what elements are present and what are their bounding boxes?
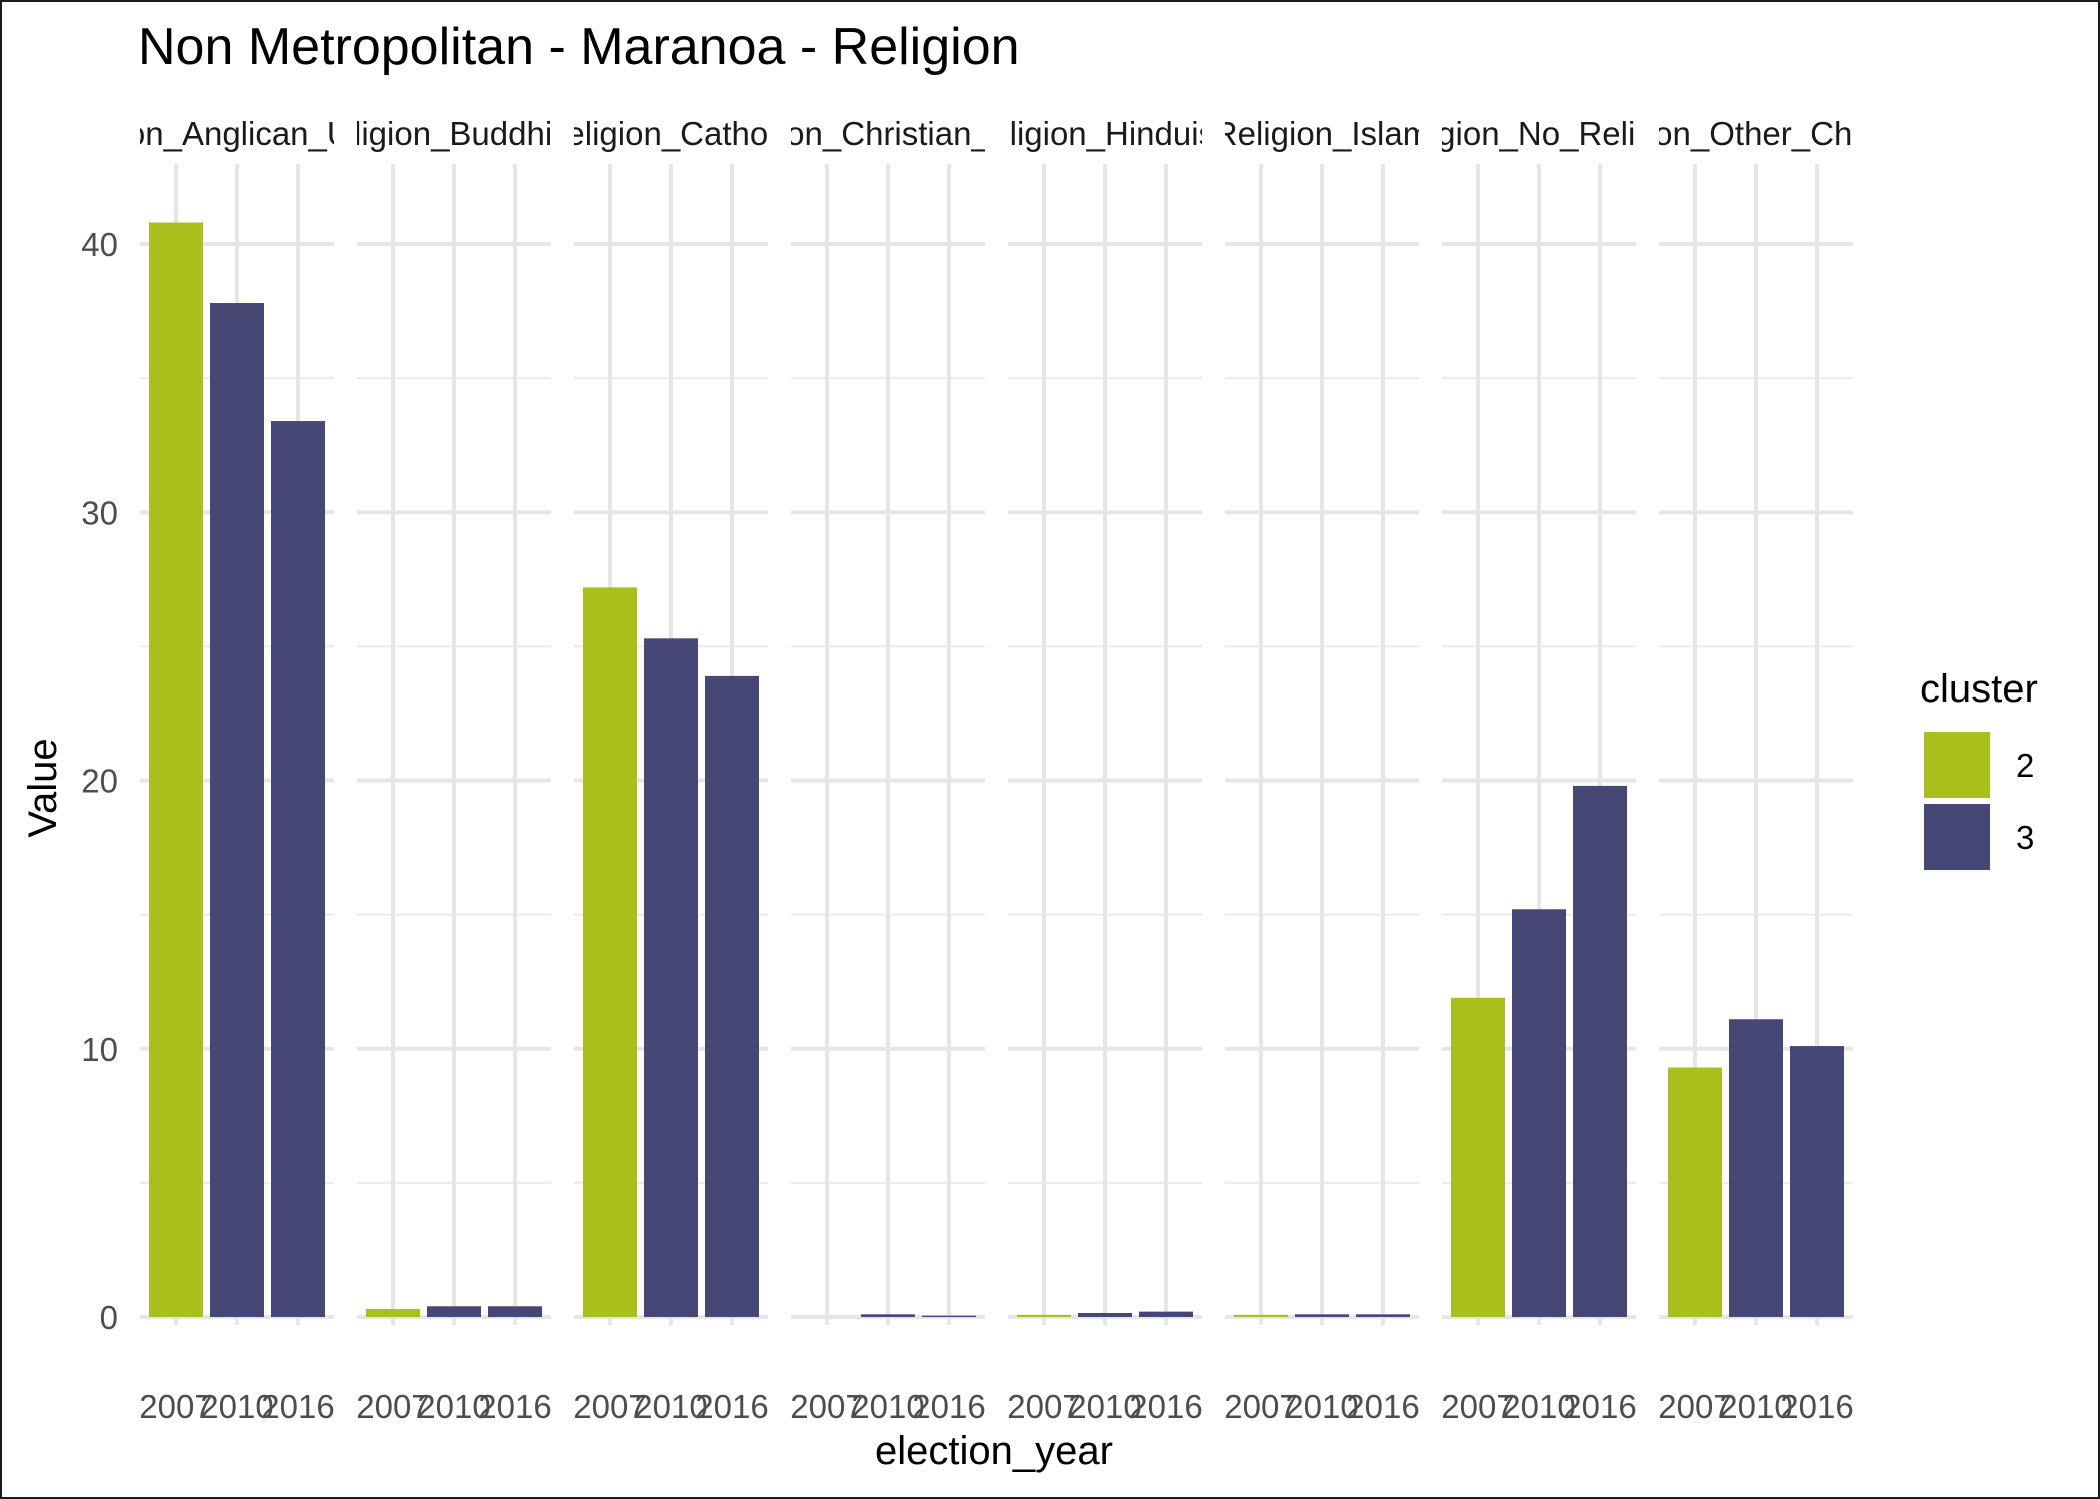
x-tick-label: 2007 [790,1388,863,1425]
x-tick-label: 2007 [573,1388,646,1425]
bar-1-2007 [366,1308,420,1317]
bar-7-2010 [1729,1019,1783,1317]
bar-layer [149,222,1844,1317]
y-tick-label: 40 [81,226,118,263]
bar-6-2016 [1573,785,1627,1317]
legend-label: 2 [2016,747,2034,784]
x-tick-label: 2010 [851,1388,924,1425]
x-tick-label: 2016 [1780,1388,1853,1425]
bar-2-2010 [644,638,698,1317]
bar-5-2010 [1295,1314,1349,1317]
x-tick-label: 2007 [139,1388,212,1425]
bar-3-2016 [922,1315,976,1317]
legend-title: cluster [1920,667,2038,711]
facet-strip-label: Religion_Hinduism [967,115,1242,152]
facet-strip-layer: Religion_Anglican_UnitingReligion_Buddhi… [44,115,1941,152]
x-tick-label: 2010 [417,1388,490,1425]
y-tick-label: 10 [81,1031,118,1068]
x-tick-label: 2016 [478,1388,551,1425]
x-tick-label: 2007 [1224,1388,1297,1425]
facet-strip-label: Religion_No_Religion [1380,115,1697,152]
bar-4-2007 [1017,1314,1071,1317]
x-tick-label: 2016 [1563,1388,1636,1425]
y-tick-label: 30 [81,494,118,531]
x-tick-label: 2010 [1502,1388,1575,1425]
bar-1-2010 [427,1306,481,1317]
bar-2-2007 [583,587,637,1317]
x-tick-label: 2016 [261,1388,334,1425]
legend-label: 3 [2016,819,2034,856]
x-tick-label: 2016 [1346,1388,1419,1425]
bar-5-2016 [1356,1314,1410,1317]
x-tick-label: 2016 [1129,1388,1202,1425]
x-tick-label: 2010 [1285,1388,1358,1425]
facet-strip-label: Religion_Islam [1214,115,1430,152]
bar-4-2010 [1078,1312,1132,1317]
y-tick-label: 0 [100,1299,118,1336]
x-tick-label: 2016 [912,1388,985,1425]
bar-4-2016 [1139,1311,1193,1317]
bar-2-2016 [705,675,759,1317]
x-tick-label: 2007 [1658,1388,1731,1425]
bar-6-2007 [1451,997,1505,1317]
facet-strip-label: Religion_Christian_Other [704,115,1073,152]
legend-swatch [1924,732,1990,798]
bar-6-2010 [1512,909,1566,1317]
x-tick-label: 2010 [200,1388,273,1425]
facet-strip-label: Religion_Catholic [543,115,800,152]
x-tick-label: 2007 [1007,1388,1080,1425]
bar-1-2016 [488,1306,542,1317]
bar-0-2010 [210,303,264,1317]
bar-7-2007 [1668,1067,1722,1317]
y-axis-title: Value [21,738,65,837]
facet-strip-label: Religion_Buddhism [312,115,596,152]
y-tick-label: 20 [81,763,118,800]
x-tick-label: 2016 [695,1388,768,1425]
bar-0-2007 [149,222,203,1317]
bar-3-2010 [861,1314,915,1317]
x-axis-title: election_year [875,1429,1113,1473]
x-tick-label: 2010 [634,1388,707,1425]
chart-title: Non Metropolitan - Maranoa - Religion [138,18,1020,76]
bar-5-2007 [1234,1314,1288,1317]
bar-0-2016 [271,421,325,1317]
x-tick-label: 2007 [356,1388,429,1425]
x-tick-label: 2010 [1719,1388,1792,1425]
x-tick-label: 2007 [1441,1388,1514,1425]
facet-strip-label: Religion_Anglican_Uniting [44,115,429,152]
x-tick-label: 2010 [1068,1388,1141,1425]
facet-strip-label: Religion_Other_Christian [1572,115,1941,152]
legend-swatch [1924,804,1990,870]
legend: cluster 2 3 [1920,667,2038,870]
bar-7-2016 [1790,1046,1844,1317]
